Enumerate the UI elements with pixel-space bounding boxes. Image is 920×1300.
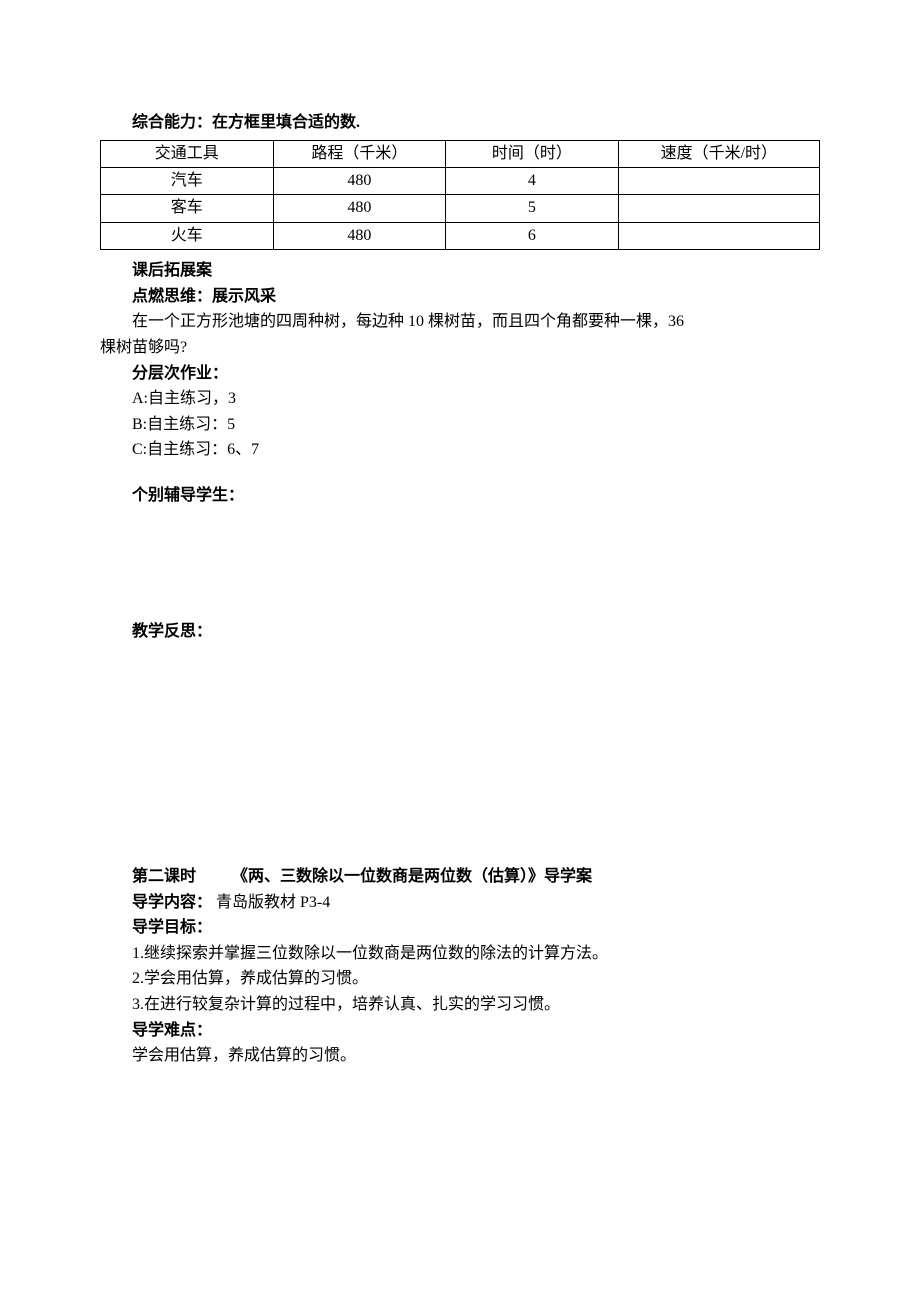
diff-label: 导学难点： <box>100 1018 820 1044</box>
list-item: B:自主练习：5 <box>100 412 820 438</box>
col-header: 交通工具 <box>101 140 274 167</box>
table-header-row: 交通工具 路程（千米） 时间（时） 速度（千米/时） <box>101 140 820 167</box>
goal-item: 3.在进行较复杂计算的过程中，培养认真、扎实的学习习惯。 <box>100 992 820 1018</box>
goal-label: 导学目标： <box>100 915 820 941</box>
spacer <box>100 463 820 483</box>
cell: 480 <box>273 195 446 222</box>
tutor-label: 个别辅导学生： <box>100 483 820 509</box>
lesson-label: 第二课时 <box>132 868 196 885</box>
list-item: C:自主练习：6、7 <box>100 437 820 463</box>
table-row: 火车 480 6 <box>101 222 820 249</box>
cell: 火车 <box>101 222 274 249</box>
cell <box>618 222 819 249</box>
body-text: 棵树苗够吗? <box>100 335 820 361</box>
lesson-line: 第二课时 《两、三数除以一位数商是两位数（估算）》导学案 <box>100 864 820 890</box>
spacer <box>100 644 820 864</box>
after-title: 课后拓展案 <box>100 258 820 284</box>
cell: 480 <box>273 167 446 194</box>
cell: 6 <box>446 222 619 249</box>
section-heading: 综合能力：在方框里填合适的数. <box>100 110 820 136</box>
spacer <box>100 509 820 619</box>
content-line: 导学内容： 青岛版教材 P3-4 <box>100 890 820 916</box>
col-header: 速度（千米/时） <box>618 140 819 167</box>
list-item: A:自主练习，3 <box>100 386 820 412</box>
reflect-label: 教学反思： <box>100 619 820 645</box>
cell: 客车 <box>101 195 274 222</box>
gap <box>200 868 228 885</box>
cell <box>618 167 819 194</box>
cell: 汽车 <box>101 167 274 194</box>
lesson-title: 《两、三数除以一位数商是两位数（估算）》导学案 <box>232 868 592 885</box>
table-row: 汽车 480 4 <box>101 167 820 194</box>
content-label: 导学内容： <box>132 894 212 911</box>
table-row: 客车 480 5 <box>101 195 820 222</box>
body-text: 在一个正方形池塘的四周种树，每边种 10 棵树苗，而且四个角都要种一棵，36 <box>100 309 820 335</box>
col-header: 路程（千米） <box>273 140 446 167</box>
cell: 5 <box>446 195 619 222</box>
data-table: 交通工具 路程（千米） 时间（时） 速度（千米/时） 汽车 480 4 客车 4… <box>100 140 820 251</box>
cell <box>618 195 819 222</box>
diff-value: 学会用估算，养成估算的习惯。 <box>100 1043 820 1069</box>
document-page: 综合能力：在方框里填合适的数. 交通工具 路程（千米） 时间（时） 速度（千米/… <box>0 0 920 1300</box>
content-value: 青岛版教材 P3-4 <box>212 894 330 911</box>
cell: 4 <box>446 167 619 194</box>
goal-item: 2.学会用估算，养成估算的习惯。 <box>100 966 820 992</box>
col-header: 时间（时） <box>446 140 619 167</box>
layered-title: 分层次作业： <box>100 361 820 387</box>
after-subtitle: 点燃思维：展示风采 <box>100 284 820 310</box>
cell: 480 <box>273 222 446 249</box>
goal-item: 1.继续探索并掌握三位数除以一位数商是两位数的除法的计算方法。 <box>100 941 820 967</box>
